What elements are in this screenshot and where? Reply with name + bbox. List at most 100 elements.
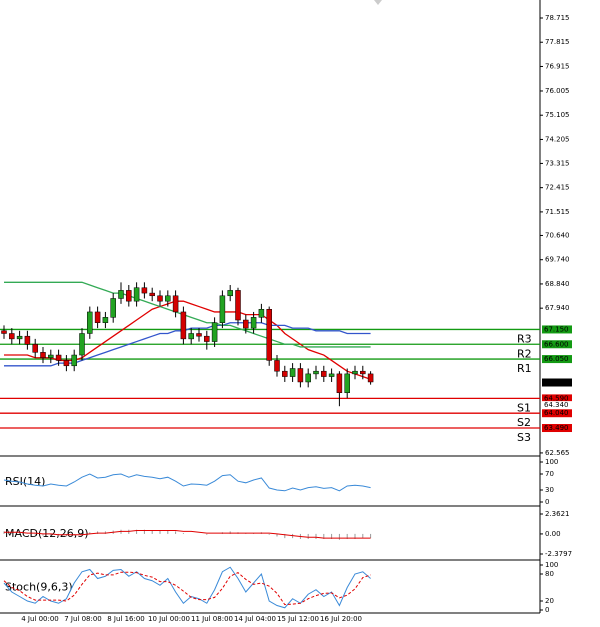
y-tick-label: 76.915	[545, 62, 570, 70]
candle-body	[328, 373, 335, 377]
level-box	[542, 394, 572, 403]
y-tick-label: 100	[545, 561, 558, 569]
candle-body	[360, 370, 366, 375]
candle-body	[321, 370, 327, 377]
candle-body	[126, 290, 132, 302]
indicator-line	[3, 566, 371, 609]
level-name: S2	[517, 416, 531, 429]
candle-body	[352, 370, 358, 375]
candle-body	[188, 333, 194, 340]
candle-body	[344, 373, 350, 393]
level-name: R2	[517, 347, 532, 360]
y-tick-label: 100	[545, 458, 558, 466]
level-box	[542, 355, 572, 364]
price-marker-label: 65.180	[544, 379, 569, 387]
level-box	[542, 424, 572, 433]
candle-body	[266, 309, 272, 361]
y-tick-label: 67.940	[545, 304, 570, 312]
candle-body	[305, 373, 311, 383]
y-tick-label: 78.715	[545, 14, 570, 22]
level-label: 66.600	[544, 340, 569, 348]
candle-body	[118, 290, 124, 299]
candle-body	[258, 309, 265, 318]
indicator-line	[4, 530, 371, 539]
candle-body	[274, 360, 280, 372]
candle-body	[243, 319, 249, 329]
level-box	[542, 325, 572, 334]
candle-body	[172, 295, 179, 313]
candle-body	[367, 373, 374, 383]
y-tick-label: 30	[545, 486, 554, 494]
candle-body	[87, 311, 93, 334]
level-label: 64.590	[544, 394, 569, 402]
x-tick-label: 11 Jul 08:00	[191, 615, 233, 623]
x-tick-label: 16 Jul 20:00	[320, 615, 362, 623]
y-tick-label: 62.565	[545, 449, 570, 457]
x-tick-label: 15 Jul 12:00	[277, 615, 319, 623]
price-marker	[542, 378, 572, 387]
y-tick-label: -2.3797	[545, 550, 572, 558]
level-label: 66.050	[544, 355, 569, 363]
candle-body	[102, 317, 109, 323]
candle-body	[180, 311, 187, 340]
candle-body	[235, 290, 241, 321]
candle-body	[282, 370, 288, 377]
price-marker-label: 64.340	[544, 401, 569, 409]
y-tick-label: 20	[545, 597, 554, 605]
y-tick-label: 71.515	[545, 208, 570, 216]
level-label: 63.490	[544, 424, 569, 432]
candle-body	[227, 290, 233, 297]
x-tick-label: 14 Jul 04:00	[234, 615, 276, 623]
candle-body	[79, 333, 85, 356]
candle-body	[55, 354, 62, 361]
y-tick-label: 70.640	[545, 231, 570, 239]
y-tick-label: 2.3621	[545, 510, 570, 518]
level-name: R1	[517, 362, 532, 375]
level-name: R3	[517, 332, 532, 345]
panel-title: Stoch(9,6,3)	[5, 581, 73, 594]
y-tick-label: 74.205	[545, 135, 570, 143]
candle-body	[48, 354, 54, 358]
candle-body	[63, 360, 70, 367]
candle-body	[219, 295, 226, 323]
y-tick-label: 73.315	[545, 159, 570, 167]
level-label: 67.150	[544, 325, 569, 333]
price-marker	[542, 401, 572, 410]
candle-body	[157, 295, 163, 302]
x-tick-label: 10 Jul 00:00	[148, 615, 190, 623]
level-box	[542, 340, 572, 349]
candle-body	[9, 333, 15, 340]
candle-body	[141, 287, 148, 294]
candle-body	[336, 373, 343, 393]
level-label: 64.040	[544, 409, 569, 417]
candle-body	[40, 352, 46, 358]
y-tick-label: 68.840	[545, 280, 570, 288]
scroll-marker	[374, 0, 382, 5]
y-tick-label: 70	[545, 470, 554, 478]
y-tick-label: 0.00	[545, 530, 561, 538]
candle-body	[165, 295, 171, 302]
candle-body	[133, 287, 140, 302]
indicator-line	[3, 473, 371, 492]
moving-average	[4, 281, 371, 348]
y-tick-label: 69.740	[545, 256, 570, 264]
y-tick-label: 0	[545, 498, 549, 506]
candle-body	[16, 335, 23, 340]
candle-body	[211, 322, 218, 342]
candle-body	[71, 354, 77, 367]
candle-body	[297, 368, 304, 383]
y-tick-label: 76.005	[545, 87, 570, 95]
candle-body	[196, 333, 202, 337]
candle-body	[149, 292, 155, 297]
level-name: S3	[517, 431, 531, 444]
y-tick-label: 72.415	[545, 184, 570, 192]
x-tick-label: 8 Jul 16:00	[107, 615, 145, 623]
y-tick-label: 0	[545, 606, 549, 614]
y-tick-label: 80	[545, 570, 554, 578]
candle-body	[1, 330, 7, 334]
indicator-line	[3, 571, 371, 606]
y-tick-label: 77.815	[545, 38, 570, 46]
candle-body	[250, 317, 257, 329]
candle-body	[289, 368, 296, 377]
